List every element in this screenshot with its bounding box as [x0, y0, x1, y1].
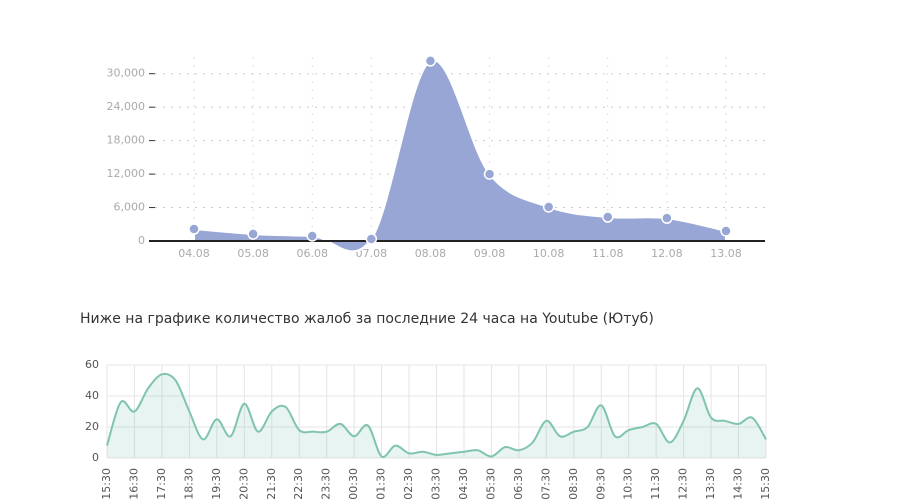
- x-tick-label: 09:30: [594, 468, 607, 500]
- area: [107, 373, 766, 458]
- x-tick-label: 13.08: [710, 247, 742, 260]
- y-tick-label: 60: [85, 358, 99, 371]
- x-tick-label: 22:30: [292, 468, 305, 500]
- point: [424, 55, 437, 67]
- x-tick-label: 07:30: [539, 468, 552, 500]
- x-tick-label: 00:30: [347, 468, 360, 500]
- point: [306, 230, 318, 242]
- y-tick-label: 12,000: [107, 167, 146, 180]
- area: [193, 59, 727, 253]
- point: [188, 223, 200, 235]
- point: [365, 233, 378, 245]
- x-tick-label: 01:30: [375, 468, 388, 500]
- y-tick-label: 20: [85, 420, 99, 433]
- point: [661, 212, 673, 224]
- point: [542, 201, 555, 213]
- x-tick-label: 11.08: [592, 247, 624, 260]
- x-tick-label: 03:30: [430, 468, 443, 500]
- x-tick-label: 17:30: [155, 468, 168, 500]
- x-tick-label: 23:30: [320, 468, 333, 500]
- y-tick-label: 0: [92, 451, 99, 464]
- y-tick-label: 18,000: [107, 134, 146, 147]
- x-tick-label: 10:30: [622, 468, 635, 500]
- y-tick-label: 6,000: [114, 201, 146, 214]
- y-tick-label: 30,000: [107, 67, 146, 80]
- x-tick-label: 09.08: [474, 247, 506, 260]
- x-tick-label: 06:30: [512, 468, 525, 500]
- point: [483, 168, 496, 180]
- x-tick-label: 02:30: [402, 468, 415, 500]
- y-tick-label: 0: [138, 234, 145, 247]
- point: [247, 228, 259, 240]
- x-tick-label: 05:30: [484, 468, 497, 500]
- x-tick-label: 06.08: [296, 247, 328, 260]
- x-tick-label: 13:30: [704, 468, 717, 500]
- x-tick-label: 08.08: [415, 247, 447, 260]
- x-tick-label: 10.08: [533, 247, 565, 260]
- point: [602, 211, 614, 223]
- x-tick-label: 16:30: [127, 468, 140, 500]
- x-tick-label: 20:30: [237, 468, 250, 500]
- point: [720, 225, 732, 237]
- x-tick-label: 18:30: [182, 468, 195, 500]
- x-tick-label: 15:30: [759, 468, 772, 500]
- x-tick-label: 14:30: [732, 468, 745, 500]
- x-tick-label: 12.08: [651, 247, 683, 260]
- chart-title: Ниже на графике количество жалоб за посл…: [80, 311, 654, 327]
- x-tick-label: 12:30: [677, 468, 690, 500]
- line: [106, 372, 767, 458]
- x-tick-label: 15:30: [100, 468, 113, 500]
- x-tick-label: 11:30: [649, 468, 662, 500]
- x-tick-label: 05.08: [237, 247, 269, 260]
- y-tick-label: 24,000: [107, 100, 146, 113]
- x-tick-label: 21:30: [265, 468, 278, 500]
- y-tick-label: 40: [85, 389, 99, 402]
- x-tick-label: 04.08: [178, 247, 210, 260]
- x-tick-label: 19:30: [210, 468, 223, 500]
- x-tick-label: 04:30: [457, 468, 470, 500]
- x-tick-label: 08:30: [567, 468, 580, 500]
- x-tick-label: 07.08: [356, 247, 388, 260]
